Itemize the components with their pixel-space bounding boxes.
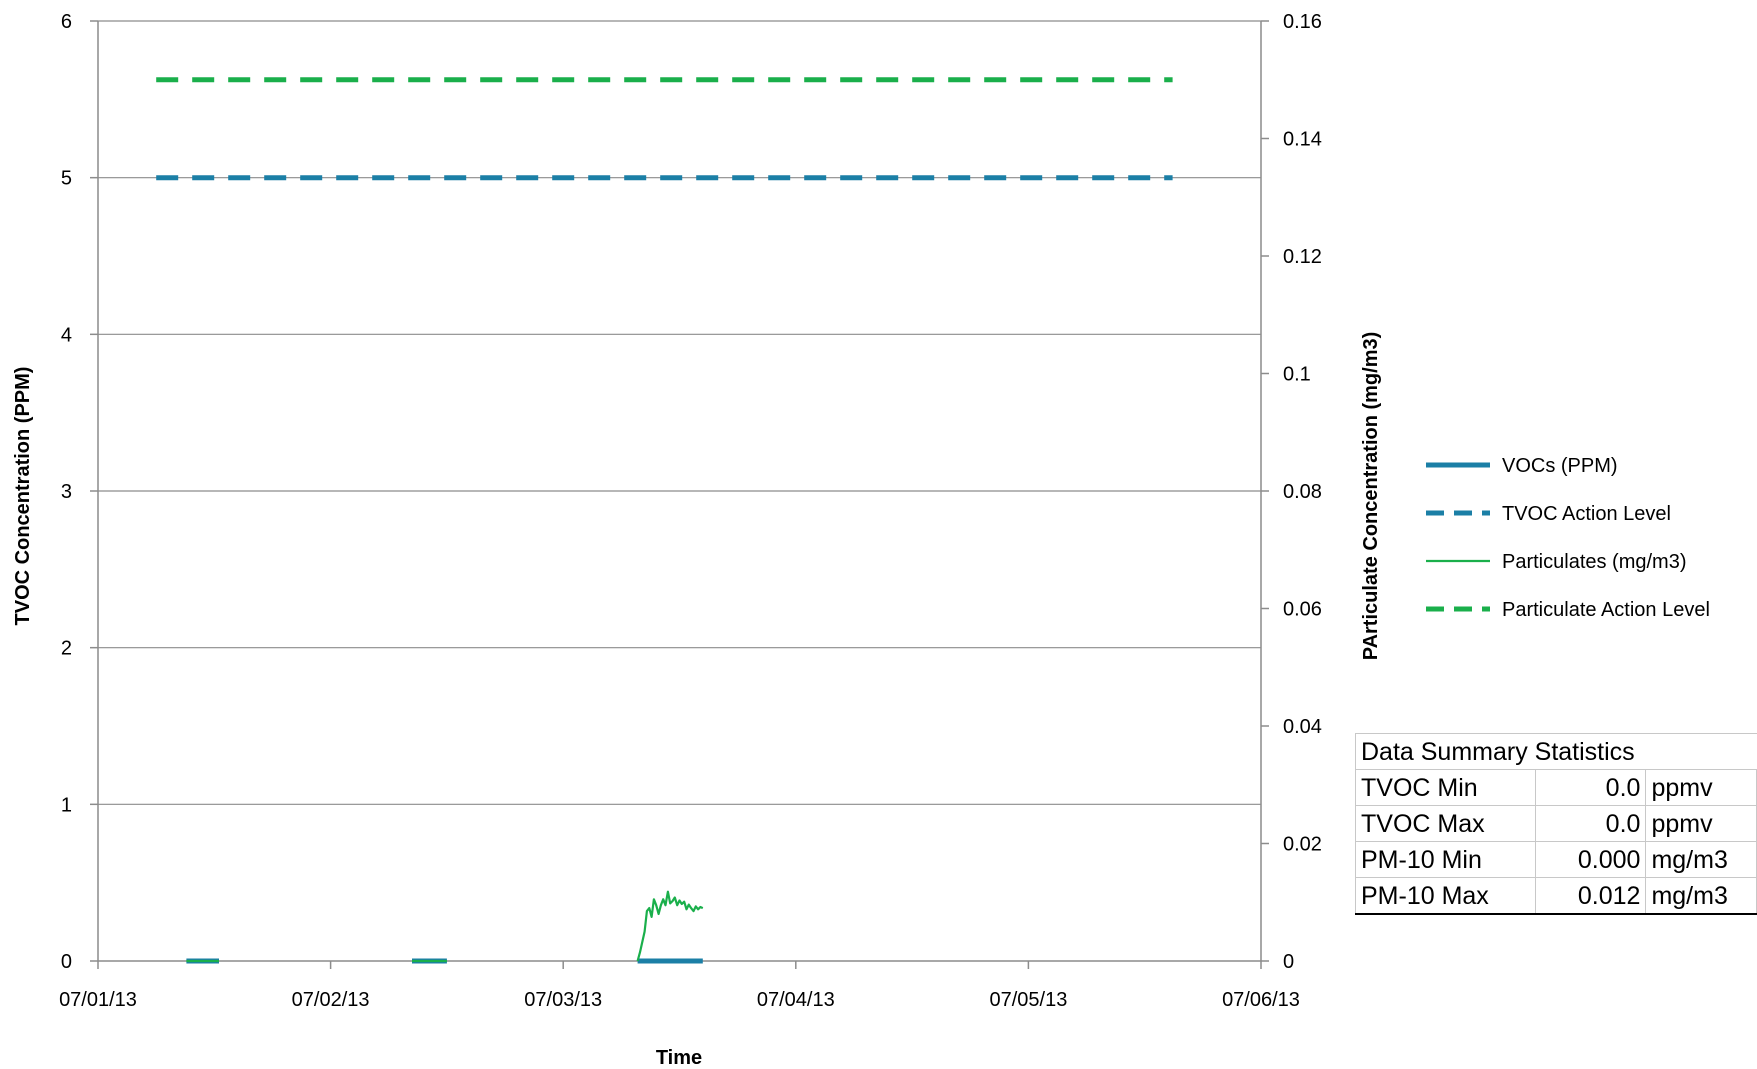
- y-left-tick-label: 5: [61, 168, 72, 190]
- summary-value: 0.0: [1535, 769, 1647, 806]
- data-summary-table: Data Summary Statistics TVOC Min 0.0 ppm…: [1354, 733, 1757, 915]
- y-right-tick-label: 0: [1283, 951, 1294, 973]
- series-line: [636, 890, 704, 962]
- legend-label: VOCs (PPM): [1502, 455, 1618, 477]
- summary-unit: mg/m3: [1645, 841, 1757, 878]
- y-left-tick-label: 6: [61, 11, 72, 33]
- axes: [90, 20, 1269, 969]
- summary-row: PM-10 Max 0.012 mg/m3: [1354, 877, 1757, 915]
- x-tick-label: 07/02/13: [292, 989, 370, 1011]
- summary-label: PM-10 Max: [1354, 877, 1537, 915]
- y-right-tick-label: 0.1: [1283, 364, 1311, 386]
- x-tick-label: 07/06/13: [1222, 989, 1300, 1011]
- summary-label: PM-10 Min: [1354, 841, 1537, 878]
- x-tick-label: 07/03/13: [524, 989, 602, 1011]
- x-axis-title: Time: [656, 1047, 702, 1069]
- y-left-tick-label: 1: [61, 794, 72, 816]
- y-right-tick-label: 0.02: [1283, 834, 1322, 856]
- summary-row: TVOC Min 0.0 ppmv: [1354, 769, 1757, 806]
- summary-label: TVOC Min: [1354, 769, 1537, 806]
- x-tick-label: 07/05/13: [989, 989, 1067, 1011]
- y-left-tick-label: 3: [61, 481, 72, 503]
- legend: VOCs (PPM) TVOC Action Level Particulates …: [1426, 455, 1710, 621]
- legend-label: Particulate Action Level: [1502, 599, 1710, 621]
- y-left-tick-label: 2: [61, 638, 72, 660]
- y-left-tick-label: 4: [61, 324, 72, 346]
- summary-row: TVOC Max 0.0 ppmv: [1354, 805, 1757, 842]
- summary-value: 0.012: [1535, 877, 1647, 915]
- y-left-tick-label: 0: [61, 951, 72, 973]
- legend-label: TVOC Action Level: [1502, 503, 1671, 525]
- y-right-axis-title: PArticulate Concentration (mg/m3): [1360, 332, 1382, 661]
- y-right-tick-label: 0.14: [1283, 129, 1322, 151]
- y-right-tick-label: 0.12: [1283, 246, 1322, 268]
- summary-row: PM-10 Min 0.000 mg/m3: [1354, 841, 1757, 878]
- y-right-tick-label: 0.16: [1283, 11, 1322, 33]
- summary-title: Data Summary Statistics: [1355, 733, 1757, 770]
- summary-unit: ppmv: [1645, 769, 1757, 806]
- tick-labels: 0 1 2 3 4 5 6 0 0.02 0.04 0.06 0.08 0.1 0.12 0.14 0.16 0…: [59, 11, 1322, 1011]
- summary-value: 0.0: [1535, 805, 1647, 842]
- grid-lines: [98, 20, 1261, 805]
- summary-label: TVOC Max: [1354, 805, 1537, 842]
- y-right-tick-label: 0.06: [1283, 599, 1322, 621]
- series-lines: [156, 77, 1173, 964]
- summary-unit: mg/m3: [1645, 877, 1757, 915]
- y-left-axis-title: TVOC Concentration (PPM): [12, 367, 34, 626]
- y-right-tick-label: 0.08: [1283, 481, 1322, 503]
- summary-value: 0.000: [1535, 841, 1647, 878]
- legend-label: Particulates (mg/m3): [1502, 551, 1687, 573]
- x-tick-label: 07/01/13: [59, 989, 137, 1011]
- summary-unit: ppmv: [1645, 805, 1757, 842]
- summary-title-row: Data Summary Statistics: [1355, 733, 1757, 770]
- x-tick-label: 07/04/13: [757, 989, 835, 1011]
- y-right-tick-label: 0.04: [1283, 716, 1322, 738]
